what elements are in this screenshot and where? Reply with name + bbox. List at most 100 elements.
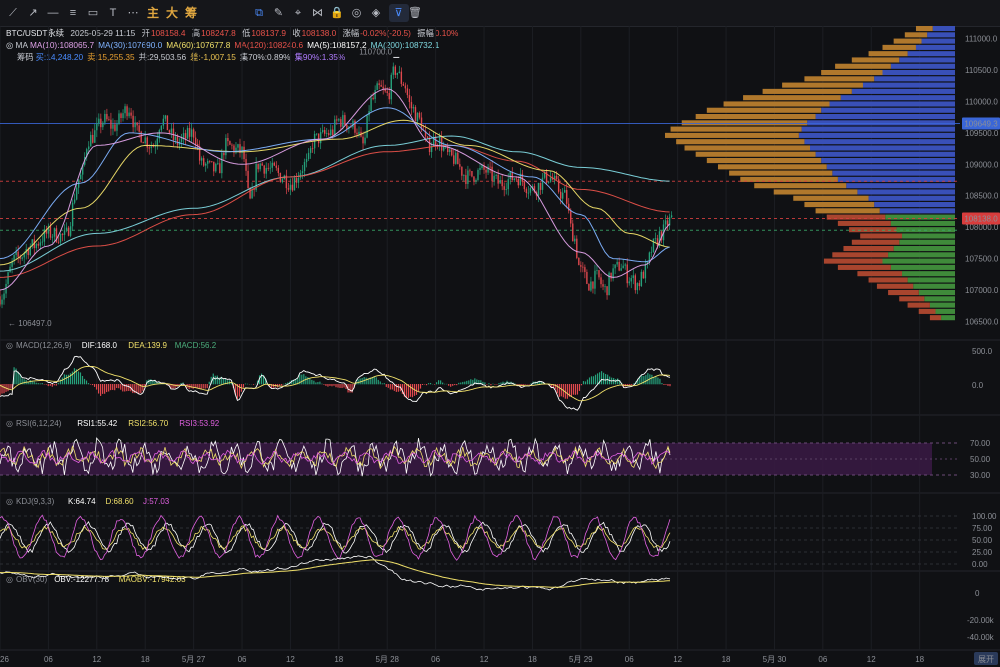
- macd-histogram-bar: [1, 384, 3, 394]
- candle-body: [146, 137, 148, 148]
- candle-body: [88, 146, 90, 150]
- candle-body: [144, 137, 146, 144]
- macd-histogram-bar: [104, 384, 106, 394]
- ray-tool-icon[interactable]: ↗: [28, 7, 38, 19]
- candle-body: [136, 122, 138, 126]
- magnet-icon[interactable]: ⋈: [312, 7, 323, 19]
- candle-body: [564, 189, 566, 193]
- candle-body: [114, 124, 116, 131]
- candle-body: [354, 120, 356, 133]
- candle-body: [140, 131, 142, 143]
- macd-histogram-bar: [81, 375, 84, 385]
- candle-body: [461, 166, 463, 176]
- macd-histogram-bar: [582, 381, 585, 385]
- candle-body: [463, 175, 465, 176]
- trash-icon[interactable]: 🗑: [408, 7, 422, 19]
- change-value: -0.02%(-20.5): [360, 28, 411, 38]
- chip-legend-item: 集70%:0.89%: [239, 52, 291, 62]
- macd-histogram-bar: [33, 381, 35, 385]
- candle-body: [497, 174, 499, 184]
- candle-body: [261, 163, 263, 166]
- volume-profile-buy-bar: [874, 76, 955, 82]
- macd-histogram-bar: [639, 376, 641, 385]
- paint-icon[interactable]: ◈: [371, 7, 381, 19]
- candle-body: [277, 167, 280, 173]
- rsi-axis-tick: 50.00: [970, 455, 991, 464]
- candle-body: [426, 136, 429, 139]
- mode-button-1[interactable]: 大: [165, 6, 178, 20]
- change-label: 涨幅: [342, 28, 360, 38]
- macd-histogram-bar: [617, 378, 619, 385]
- macd-histogram-bar: [57, 382, 59, 385]
- filter-icon[interactable]: ⊽: [388, 4, 409, 22]
- volume-profile-buy-bar: [840, 95, 955, 101]
- symbol-label[interactable]: BTC/USDT永续: [6, 28, 65, 38]
- volume-profile-buy-bar: [846, 183, 955, 189]
- macd-histogram-bar: [39, 383, 41, 385]
- candle-body: [15, 251, 17, 255]
- candle-body: [202, 158, 205, 166]
- rect-tool-icon[interactable]: ▭: [87, 7, 99, 19]
- volume-profile-sell-bar: [706, 107, 822, 113]
- lock-icon[interactable]: 🔒: [330, 7, 344, 19]
- eye-icon[interactable]: ◎: [351, 7, 362, 19]
- macd-histogram-bar: [118, 384, 120, 389]
- macd-histogram-bar: [470, 379, 472, 385]
- ohlc-header: BTC/USDT永续 2025-05-29 11:15 开108158.4 高1…: [6, 28, 462, 38]
- macd-histogram-bar: [17, 371, 19, 385]
- line-tool-icon[interactable]: ⟋: [9, 7, 17, 19]
- text-tool-icon[interactable]: T: [109, 7, 117, 19]
- candle-body: [440, 137, 443, 151]
- macd-histogram-bar: [192, 384, 194, 389]
- macd-histogram-bar: [150, 379, 152, 385]
- macd-histogram-bar: [110, 384, 112, 391]
- kline-chart[interactable]: 110700.0 ← 106497.0 111000.0 110500.0 110000…: [0, 26, 1000, 667]
- brush-icon[interactable]: ✎: [273, 7, 284, 19]
- macd-histogram-bar: [214, 375, 216, 385]
- mode-button-2[interactable]: 筹: [184, 6, 197, 20]
- parallel-tool-icon[interactable]: ≡: [69, 7, 77, 19]
- low-value: 108137.9: [251, 28, 287, 38]
- volume-profile-buy-bar: [941, 315, 955, 321]
- macd-histogram-bar: [293, 379, 295, 385]
- candle-body: [523, 181, 526, 190]
- obv-alert-icon: ◎: [6, 575, 13, 584]
- macd-histogram-bar: [208, 381, 210, 385]
- layout-icon[interactable]: ⧉: [255, 7, 263, 19]
- macd-histogram-bar: [661, 383, 663, 385]
- candle-body: [233, 145, 235, 153]
- candle-body: [602, 284, 604, 287]
- volume-profile-sell-bar: [723, 101, 830, 107]
- candle-body: [90, 134, 92, 147]
- more-tools-icon[interactable]: ⋯: [127, 7, 139, 19]
- macd-histogram-bar: [27, 381, 29, 385]
- macd-histogram-bar: [387, 384, 389, 388]
- volume-profile-sell-bar: [882, 44, 916, 50]
- volume-profile-sell-bar: [665, 132, 799, 138]
- candle-body: [402, 83, 405, 86]
- macd-histogram-bar: [315, 382, 317, 385]
- macd-axis-tick: 0.0: [972, 381, 984, 390]
- macd-histogram-bar: [590, 376, 593, 385]
- macd-histogram-bar: [627, 384, 629, 386]
- kdj-value: J:57.03: [143, 497, 170, 506]
- mode-button-0[interactable]: 主: [146, 6, 159, 20]
- candle-body: [273, 162, 275, 166]
- measure-icon[interactable]: ⌖: [294, 7, 302, 19]
- open-label: 开: [141, 28, 150, 38]
- rsi-axis-tick: 30.00: [970, 471, 991, 480]
- candle-body: [23, 253, 25, 258]
- obv-title: OBV(30): [16, 575, 47, 584]
- candle-body: [227, 137, 229, 142]
- time-axis-tick: 18: [528, 655, 537, 664]
- candle-body: [324, 130, 326, 134]
- rsi-line: [0, 445, 671, 470]
- candle-body: [370, 97, 372, 112]
- candle-body: [561, 192, 564, 199]
- macd-axis-tick: 500.0: [972, 347, 993, 356]
- candle-body: [644, 264, 647, 279]
- hline-tool-icon[interactable]: —: [47, 7, 59, 19]
- candle-body: [332, 129, 334, 136]
- macd-histogram-bar: [77, 371, 80, 385]
- obv-value: OBV:-12277.78: [54, 575, 109, 584]
